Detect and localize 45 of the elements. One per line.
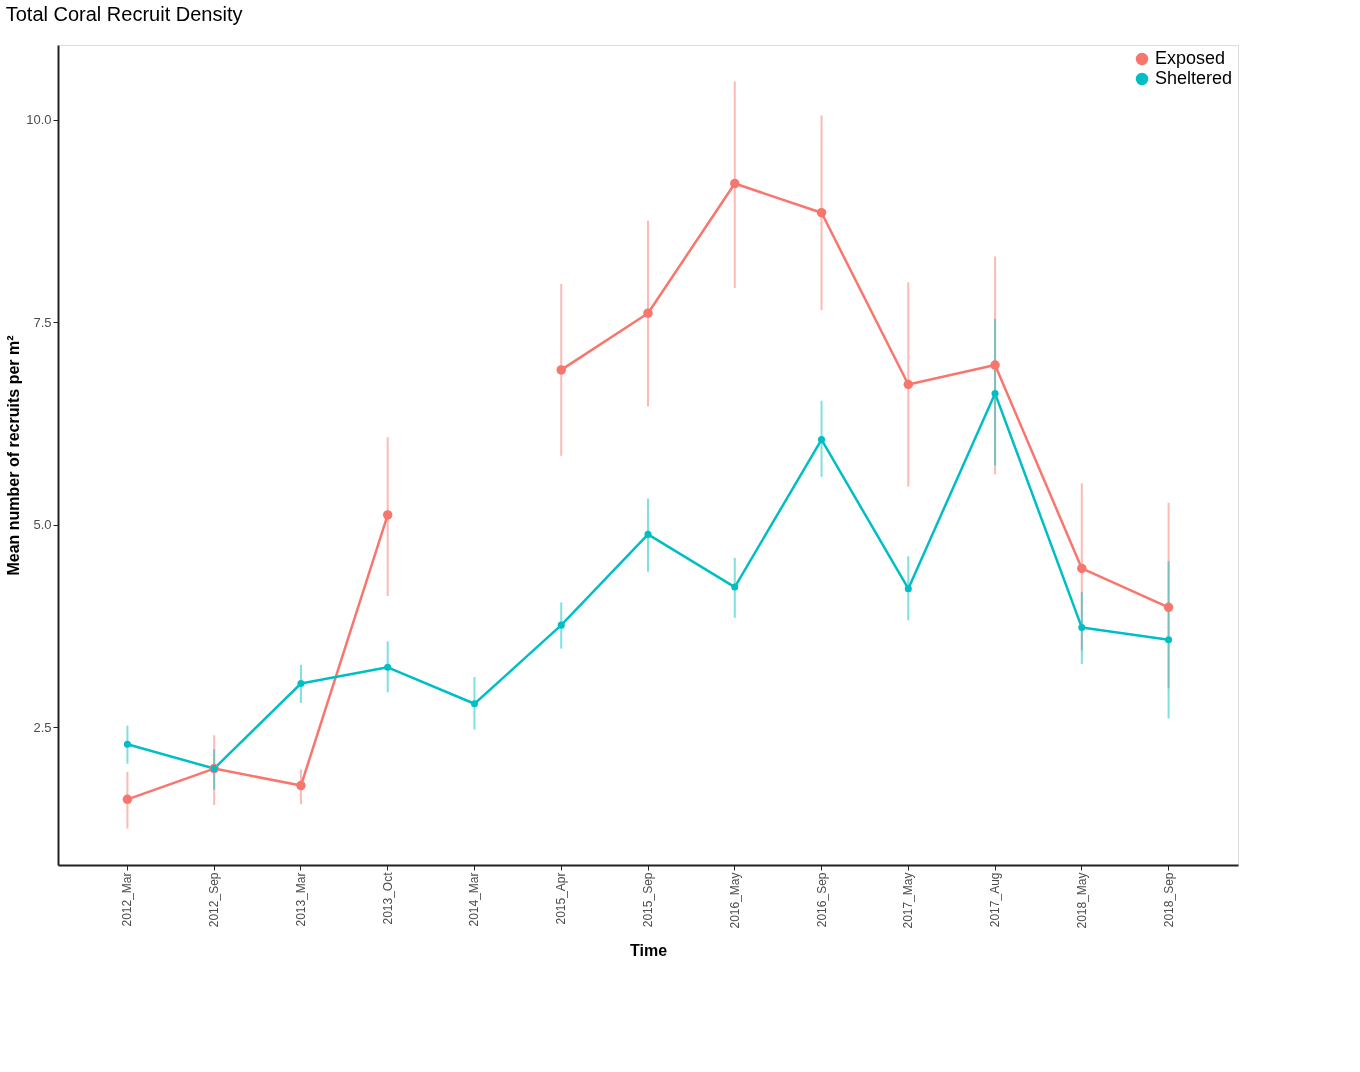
point xyxy=(731,583,739,591)
x-tick-label: 2013_Mar xyxy=(293,872,308,927)
point xyxy=(556,365,566,375)
y-tick-label: 10.0 xyxy=(26,112,52,128)
point xyxy=(904,585,912,593)
x-axis-title: Time xyxy=(629,941,668,959)
point xyxy=(122,794,133,805)
point xyxy=(384,663,392,671)
point xyxy=(470,700,479,708)
legend-label: Exposed xyxy=(1155,48,1226,68)
y-tick-label: 7.5 xyxy=(33,314,52,330)
x-tick-label: 2017_Aug xyxy=(988,872,1003,928)
point xyxy=(1163,602,1174,613)
chart-title: Total Coral Recruit Density xyxy=(5,3,243,25)
point xyxy=(643,308,653,318)
point xyxy=(644,530,652,538)
point xyxy=(816,207,827,218)
point xyxy=(557,621,565,629)
point xyxy=(1077,563,1087,574)
x-tick-label: 2014_Mar xyxy=(467,872,482,927)
y-tick-label: 5.0 xyxy=(33,517,52,533)
x-tick-label: 2015_Sep xyxy=(641,872,655,928)
x-tick-label: 2018_May xyxy=(1074,872,1089,929)
x-tick-label: 2016_Sep xyxy=(814,872,829,928)
x-tick-label: 2012_Sep xyxy=(207,872,222,928)
point xyxy=(991,389,999,397)
legend-label: Sheltered xyxy=(1155,68,1233,88)
point xyxy=(730,178,740,189)
x-tick-label: 2017_May xyxy=(901,872,916,929)
point xyxy=(1165,636,1173,644)
x-tick-label: 2018_Sep xyxy=(1161,872,1176,928)
point xyxy=(382,510,393,520)
y-axis-title: Mean number of recruits per m² xyxy=(5,335,23,576)
point xyxy=(296,780,306,791)
x-tick-label: 2012_Mar xyxy=(120,872,135,927)
point xyxy=(903,379,914,390)
point xyxy=(123,740,131,748)
point xyxy=(1078,624,1086,632)
y-tick-label: 2.5 xyxy=(33,719,52,735)
x-tick-label: 2016_May xyxy=(727,872,742,929)
point xyxy=(817,436,826,444)
point xyxy=(990,360,1000,370)
x-tick-label: 2015_Apr xyxy=(554,872,569,925)
point xyxy=(297,679,305,688)
x-tick-label: 2013_Oct xyxy=(380,871,395,925)
